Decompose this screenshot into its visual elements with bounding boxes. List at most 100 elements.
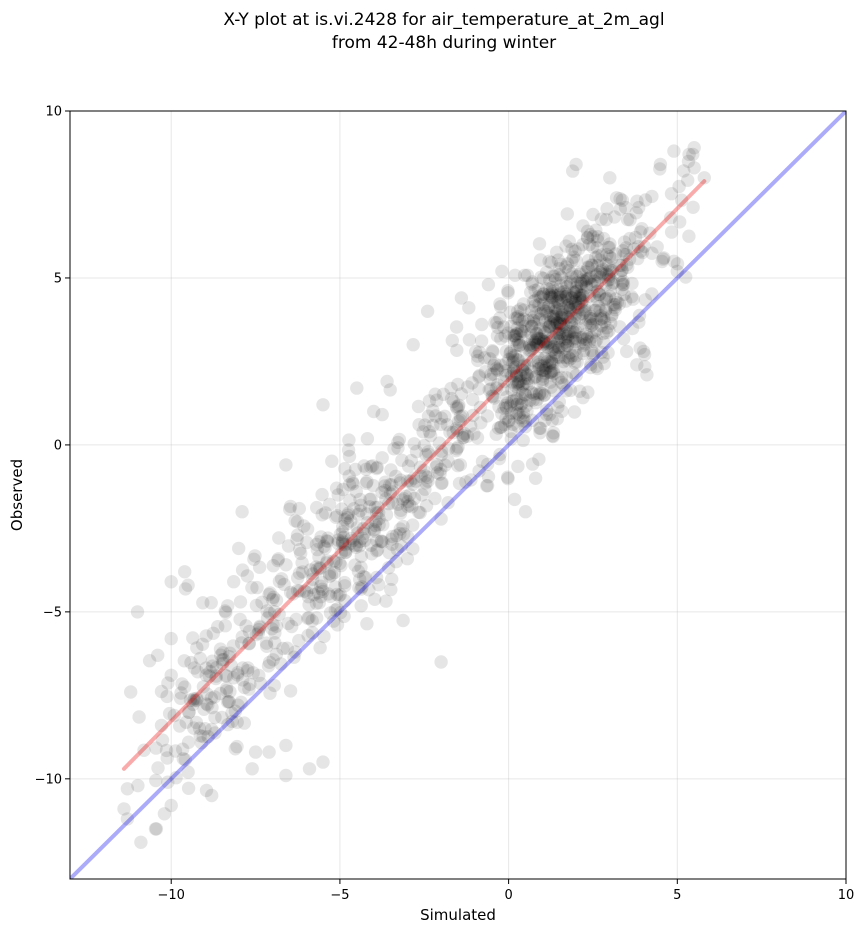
scatter-point — [548, 272, 563, 287]
scatter-point — [142, 654, 157, 668]
scatter-point — [543, 290, 557, 305]
scatter-point — [529, 335, 543, 350]
scatter-point — [333, 556, 347, 571]
scatter-point — [252, 622, 266, 637]
scatter-point — [496, 382, 510, 396]
scatter-point — [586, 317, 600, 332]
scatter-point — [323, 569, 337, 583]
scatter-point — [569, 280, 584, 294]
scatter-point — [404, 453, 418, 468]
scatter-point — [516, 414, 530, 428]
scatter-point — [551, 371, 565, 386]
scatter-point — [524, 341, 538, 355]
scatter-point — [461, 380, 475, 394]
scatter-point — [362, 583, 376, 597]
scatter-point — [192, 721, 207, 735]
scatter-point — [179, 715, 193, 729]
scatter-point — [539, 265, 554, 279]
scatter-point — [482, 383, 496, 397]
scatter-point — [589, 223, 603, 237]
scatter-point — [347, 538, 361, 553]
scatter-point — [605, 264, 619, 278]
scatter-point — [527, 316, 541, 331]
scatter-point — [579, 278, 593, 292]
scatter-point — [517, 312, 531, 326]
scatter-point — [372, 518, 386, 532]
scatter-point — [363, 492, 377, 507]
scatter-point — [572, 336, 587, 351]
scatter-point — [215, 653, 229, 667]
scatter-point — [469, 344, 483, 359]
scatter-point — [363, 522, 378, 536]
scatter-point — [349, 484, 363, 499]
scatter-point — [266, 653, 280, 667]
scatter-point — [682, 229, 696, 243]
scatter-point — [356, 570, 371, 584]
scatter-point — [456, 430, 471, 445]
scatter-point — [542, 287, 556, 301]
scatter-point — [280, 641, 294, 655]
scatter-point — [539, 407, 554, 421]
scatter-point — [532, 358, 546, 372]
scatter-point — [550, 245, 564, 259]
scatter-point — [569, 368, 583, 383]
scatter-point — [117, 802, 131, 816]
scatter-point — [555, 293, 569, 308]
scatter-point — [551, 343, 565, 357]
scatter-point — [584, 319, 598, 333]
scatter-point — [537, 359, 551, 373]
scatter-point — [530, 327, 544, 341]
scatter-point — [393, 476, 407, 490]
scatter-point — [378, 475, 392, 489]
scatter-point — [302, 598, 316, 612]
scatter-point — [591, 233, 605, 248]
y-tick-label: −5 — [43, 605, 62, 620]
scatter-point — [529, 396, 543, 410]
scatter-point — [650, 240, 664, 254]
scatter-point — [583, 228, 598, 242]
scatter-point — [575, 294, 589, 308]
scatter-point — [619, 248, 633, 262]
scatter-point — [597, 231, 611, 246]
scatter-point — [430, 466, 444, 480]
scatter-point — [517, 377, 531, 391]
scatter-point — [200, 687, 214, 701]
scatter-point — [470, 431, 485, 445]
scatter-point — [555, 404, 569, 418]
scatter-point — [421, 409, 436, 423]
scatter-point — [190, 693, 204, 707]
scatter-point — [372, 512, 386, 526]
scatter-point — [309, 560, 323, 574]
scatter-point — [590, 293, 605, 308]
scatter-point — [600, 325, 614, 340]
scatter-point — [586, 348, 600, 363]
scatter-point — [534, 307, 548, 321]
scatter-point — [326, 614, 341, 628]
scatter-point — [421, 445, 435, 459]
scatter-point — [338, 512, 352, 527]
scatter-point — [491, 362, 505, 377]
scatter-point — [527, 310, 541, 324]
scatter-point — [453, 458, 468, 472]
scatter-point — [568, 311, 582, 326]
scatter-point — [290, 583, 305, 598]
scatter-point — [414, 469, 428, 484]
scatter-point — [538, 326, 552, 340]
scatter-point — [515, 363, 530, 377]
scatter-point — [134, 835, 148, 849]
scatter-point — [234, 636, 249, 650]
scatter-point — [581, 253, 596, 268]
scatter-point — [433, 467, 447, 481]
scatter-point — [554, 310, 568, 324]
scatter-point — [559, 319, 573, 333]
scatter-point — [606, 276, 621, 290]
scatter-point — [310, 500, 324, 515]
scatter-point — [451, 377, 465, 392]
scatter-point — [533, 339, 548, 354]
scatter-point — [350, 521, 364, 535]
scatter-point — [545, 280, 560, 295]
scatter-point — [517, 358, 532, 372]
scatter-point — [546, 309, 560, 324]
scatter-point — [552, 395, 566, 409]
scatter-point — [220, 695, 235, 709]
